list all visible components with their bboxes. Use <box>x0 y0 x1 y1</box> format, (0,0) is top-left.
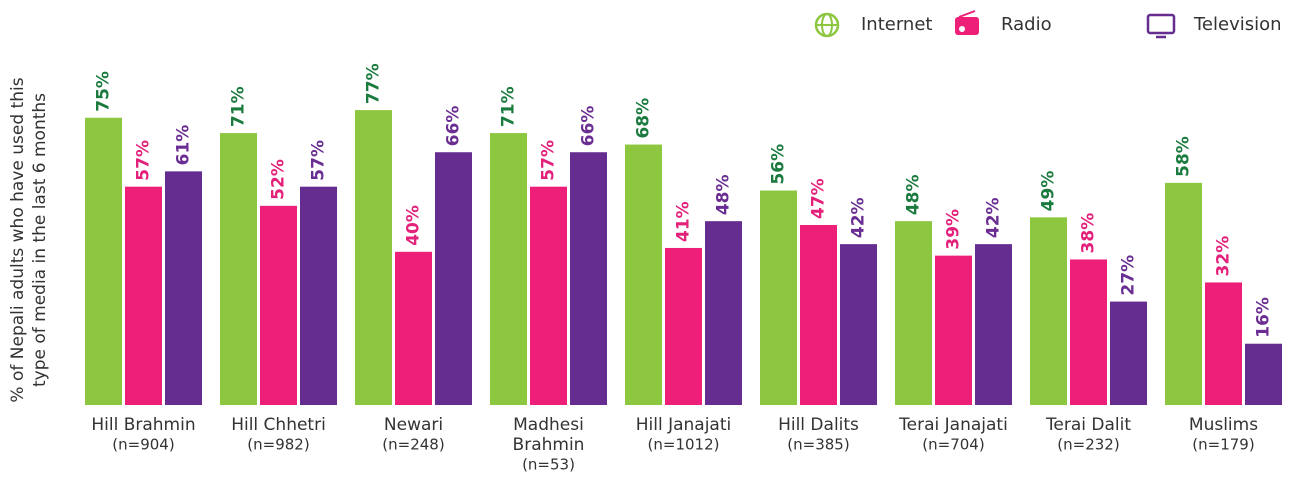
legend-label: Internet <box>861 14 932 35</box>
sample-size: (n=704) <box>922 436 984 454</box>
value-label: 49% <box>1039 171 1059 212</box>
sample-size: (n=385) <box>787 436 849 454</box>
sample-size: (n=248) <box>382 436 444 454</box>
bar <box>395 251 432 405</box>
bar <box>1165 182 1202 405</box>
x-tick-label: Hill Janajati <box>636 415 732 435</box>
value-label: 71% <box>229 86 249 127</box>
bar <box>1030 217 1067 405</box>
x-tick-label: Terai Janajati <box>898 415 1008 435</box>
bar <box>85 117 122 405</box>
value-label: 38% <box>1079 213 1099 254</box>
value-label: 68% <box>634 98 654 139</box>
legend-icon-tv <box>1146 13 1176 35</box>
value-label: 58% <box>1174 136 1194 177</box>
sample-size: (n=53) <box>522 456 575 474</box>
bar <box>975 244 1012 405</box>
value-label: 57% <box>539 140 559 181</box>
sample-size: (n=179) <box>1192 436 1254 454</box>
bar <box>300 186 337 405</box>
bar <box>570 152 607 405</box>
x-tick-label: Hill Chhetri <box>231 415 326 435</box>
bar <box>840 244 877 405</box>
value-label: 48% <box>714 174 734 215</box>
bar <box>760 190 797 405</box>
value-label: 39% <box>944 209 964 250</box>
y-axis-label: % of Nepali adults who have used this <box>8 77 28 402</box>
value-label: 57% <box>134 140 154 181</box>
bar <box>935 255 972 405</box>
legend-icon-radio <box>958 10 976 18</box>
x-tick-label: Newari <box>384 415 443 435</box>
x-tick-label: Terai Dalit <box>1045 415 1131 435</box>
legend-icon-radio <box>959 26 965 32</box>
bar <box>1205 282 1242 405</box>
bar <box>260 205 297 405</box>
legend-icon <box>814 12 840 38</box>
bar <box>1070 259 1107 405</box>
y-axis-label: type of media in the last 6 months <box>30 93 50 387</box>
value-label: 66% <box>579 106 599 147</box>
value-label: 75% <box>94 71 114 112</box>
legend-label: Television <box>1193 14 1282 35</box>
value-label: 61% <box>174 125 194 166</box>
x-tick-label: Hill Brahmin <box>91 415 195 435</box>
legend-icon <box>1146 13 1176 39</box>
bar <box>800 224 837 405</box>
value-label: 77% <box>364 63 384 104</box>
bar <box>125 186 162 405</box>
bar <box>895 221 932 405</box>
x-tick-label: Muslims <box>1189 415 1258 435</box>
value-label: 48% <box>904 174 924 215</box>
x-tick-label: Brahmin <box>513 435 585 455</box>
sample-size: (n=232) <box>1057 436 1119 454</box>
bar <box>220 133 257 405</box>
bar <box>1110 301 1147 405</box>
value-label: 42% <box>984 197 1004 238</box>
value-label: 57% <box>309 140 329 181</box>
value-label: 40% <box>404 205 424 246</box>
bar <box>665 247 702 405</box>
value-label: 32% <box>1214 236 1234 277</box>
x-tick-label: Madhesi <box>513 415 584 435</box>
legend-icon-radio <box>955 17 979 35</box>
value-label: 47% <box>809 178 829 219</box>
value-label: 16% <box>1254 297 1274 338</box>
bar <box>355 110 392 405</box>
bar <box>625 144 662 405</box>
legend-icon <box>955 10 979 35</box>
bar <box>705 221 742 405</box>
x-tick-label: Hill Dalits <box>778 415 859 435</box>
bar <box>490 133 527 405</box>
legend-label: Radio <box>1001 14 1052 35</box>
value-label: 27% <box>1119 255 1139 296</box>
sample-size: (n=1012) <box>648 436 720 454</box>
value-label: 42% <box>849 197 869 238</box>
bar <box>530 186 567 405</box>
value-label: 41% <box>674 201 694 242</box>
value-label: 66% <box>444 106 464 147</box>
bar <box>435 152 472 405</box>
sample-size: (n=904) <box>112 436 174 454</box>
value-label: 71% <box>499 86 519 127</box>
bar <box>165 171 202 405</box>
bar <box>1245 343 1282 405</box>
sample-size: (n=982) <box>247 436 309 454</box>
value-label: 52% <box>269 159 289 200</box>
value-label: 56% <box>769 144 789 185</box>
